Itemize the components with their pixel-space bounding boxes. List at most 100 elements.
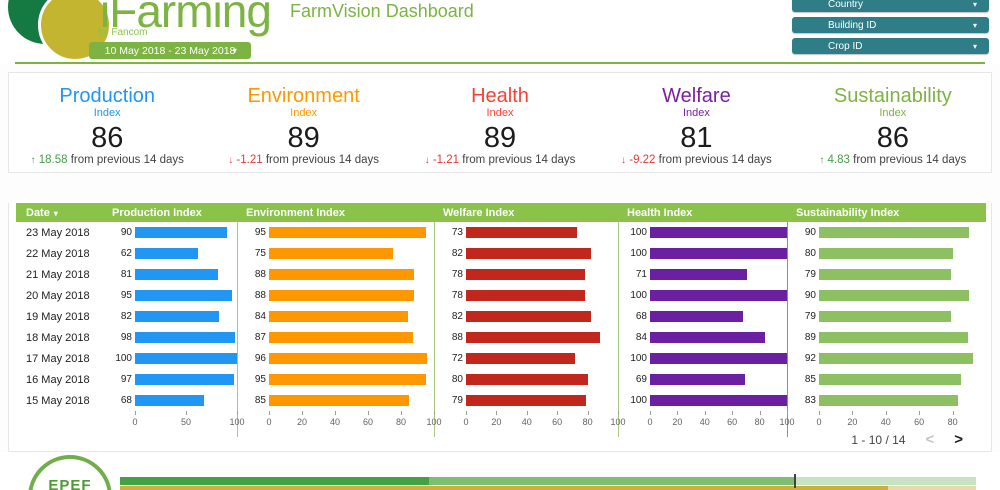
column-header-date[interactable]: Date ▾ — [26, 206, 58, 219]
axis-row: 0 50 100 0 20 40 60 80 100 0 20 40 60 80 100 0 20 40 60 80 1… — [16, 411, 986, 437]
bar-track — [135, 269, 237, 280]
axis-tick-label: 20 — [672, 417, 683, 427]
axis-tick — [368, 411, 369, 415]
pagination-prev-button[interactable]: < — [925, 431, 935, 448]
bar — [135, 290, 232, 301]
axis-cell: 0 50 100 — [104, 411, 245, 437]
bar — [135, 311, 219, 322]
chart-cell: 72 — [435, 348, 619, 369]
date-range-selector[interactable]: 10 May 2018 - 23 May 2018 ▾ — [89, 42, 251, 59]
axis-spacer — [16, 411, 104, 437]
axis-tick — [401, 411, 402, 415]
axis-tick — [650, 411, 651, 415]
table-row: 15 May 2018 68 85 79 100 83 — [16, 390, 986, 411]
axis-tick — [269, 411, 270, 415]
chart-cell: 100 — [104, 348, 238, 369]
kpi-value: 89 — [287, 122, 320, 154]
bar — [466, 311, 591, 322]
axis-tick — [526, 411, 528, 415]
chart-cell: 82 — [435, 306, 619, 327]
pagination-next-button[interactable]: > — [954, 431, 963, 448]
header: iFarming by Fancom 10 May 2018 - 23 May … — [0, 0, 1000, 64]
kpi-change-suffix: from previous 14 days — [462, 154, 576, 166]
bar-track — [650, 311, 787, 322]
kpi-change-value: -9.22 — [626, 154, 659, 166]
bar-value-label: 82 — [120, 311, 132, 322]
bar-track — [650, 248, 787, 259]
bar — [650, 353, 787, 364]
bar-value-label: 68 — [120, 395, 132, 406]
chart-cell: 79 — [435, 390, 619, 411]
bar — [819, 269, 951, 280]
axis-tick-label: 80 — [395, 417, 407, 427]
axis-tick-label: 0 — [463, 417, 469, 427]
chart-cell: 68 — [619, 306, 788, 327]
bar-track — [135, 353, 237, 364]
bar — [269, 269, 415, 280]
kpi-card-health: Health Index 89 ↓ -1.21 from previous 14 da… — [402, 73, 598, 172]
epef-gauge-green — [120, 477, 976, 485]
kpi-change-suffix: from previous 14 days — [658, 154, 772, 166]
bar — [135, 269, 218, 280]
bar-track — [135, 395, 237, 406]
chart-cell: 84 — [238, 306, 435, 327]
bar-track — [466, 395, 618, 406]
bar — [819, 248, 953, 259]
bar-track — [819, 332, 986, 343]
axis-tick-label: 0 — [647, 417, 653, 427]
column-header-health-index: Health Index — [627, 206, 693, 219]
axis-track: 0 50 100 — [132, 411, 245, 437]
chart-cell: 78 — [435, 264, 619, 285]
axis-tick — [852, 411, 854, 415]
axis-tick — [135, 411, 136, 415]
kpi-subtitle: Index — [290, 107, 318, 119]
bar-value-label: 100 — [630, 248, 647, 259]
page-title: FarmVision Dashboard — [290, 1, 474, 21]
bar-track — [466, 332, 618, 343]
filter-dropdown-crop-id[interactable]: Crop ID ▾ — [792, 38, 989, 54]
axis-tick — [819, 411, 820, 415]
filter-dropdown-country[interactable]: Country ▾ — [792, 0, 989, 12]
chart-cell: 100 — [619, 243, 788, 264]
chart-cell: 92 — [788, 348, 986, 369]
filter-label: Country — [828, 0, 864, 10]
bar — [819, 227, 970, 238]
chart-cell: 88 — [238, 285, 435, 306]
bar — [269, 227, 426, 238]
table-row: 16 May 2018 97 95 80 69 85 — [16, 369, 986, 390]
gauge-segment — [429, 477, 794, 485]
bar-track — [466, 269, 618, 280]
epef-gauge-gold — [120, 486, 976, 490]
chart-cell: 89 — [788, 327, 986, 348]
bar — [650, 374, 745, 385]
kpi-subtitle: Index — [879, 107, 907, 119]
bar — [466, 269, 585, 280]
brand-sub-text: by Fancom — [98, 27, 148, 38]
axis-tick-label: 50 — [180, 417, 192, 427]
chart-cell: 100 — [619, 222, 788, 243]
bar-track — [135, 290, 237, 301]
bar-value-label: 82 — [451, 248, 463, 259]
axis-track: 0 20 40 60 80 — [816, 411, 986, 437]
bar-value-label: 100 — [630, 395, 647, 406]
trend-down-icon: ↓ — [621, 155, 627, 166]
header-divider — [15, 62, 985, 64]
bar — [819, 395, 958, 406]
chart-cell: 88 — [238, 264, 435, 285]
table-row: 20 May 2018 95 88 78 100 90 — [16, 285, 986, 306]
filter-label: Building ID — [828, 19, 877, 31]
bar — [650, 395, 787, 406]
kpi-value: 86 — [91, 122, 124, 154]
bar-value-label: 68 — [635, 311, 647, 322]
bar-track — [466, 248, 618, 259]
filter-dropdown-building-id[interactable]: Building ID ▾ — [792, 17, 989, 33]
bar — [819, 311, 951, 322]
bar-value-label: 88 — [254, 290, 266, 301]
bar-value-label: 100 — [630, 227, 647, 238]
kpi-change: ↓ -1.21 from previous 14 days — [205, 154, 401, 166]
bar-value-label: 79 — [451, 395, 463, 406]
bar-value-label: 80 — [804, 248, 816, 259]
axis-tick — [787, 411, 788, 415]
kpi-title: Environment — [247, 85, 360, 107]
